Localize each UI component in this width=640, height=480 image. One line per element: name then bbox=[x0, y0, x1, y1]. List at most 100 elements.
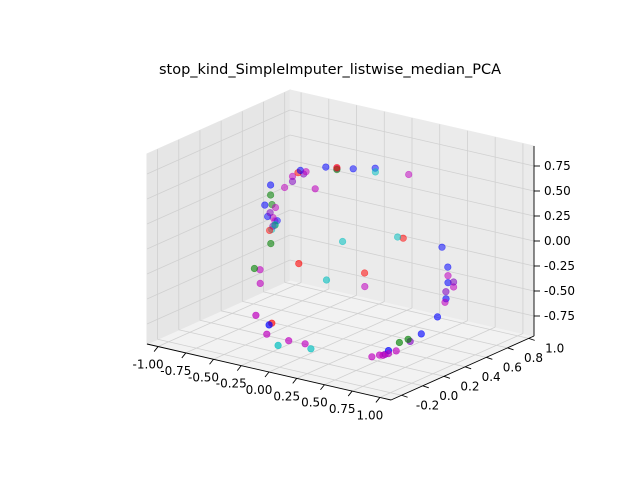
data-point-series-1 bbox=[441, 298, 449, 306]
grid-line-y-floor bbox=[263, 291, 508, 349]
chart-title: stop_kind_SimpleImputer_listwise_median_… bbox=[158, 62, 502, 78]
y-tick-label: -0.2 bbox=[416, 398, 439, 412]
data-point-series-5 bbox=[271, 221, 279, 229]
data-point-series-1 bbox=[311, 185, 319, 193]
y-tick-label: 0.2 bbox=[460, 379, 479, 393]
data-point-series-1 bbox=[368, 353, 376, 361]
data-point-series-1 bbox=[281, 183, 289, 192]
grid-line-x-floor bbox=[268, 307, 413, 373]
grid-line-x-floor bbox=[157, 282, 302, 347]
grid-line-y-floor bbox=[157, 338, 402, 396]
x-tick bbox=[347, 390, 353, 397]
grid-line-z-back bbox=[289, 184, 535, 242]
grid-line-x-floor bbox=[213, 294, 357, 360]
x-tick bbox=[153, 346, 159, 352]
data-point-series-5 bbox=[339, 237, 347, 246]
data-point-series-4 bbox=[295, 260, 303, 268]
data-point-series-0 bbox=[322, 163, 330, 171]
data-point-series-2 bbox=[266, 209, 274, 217]
y-tick-label: 0.8 bbox=[524, 351, 543, 365]
x-tick-label: -1.00 bbox=[133, 358, 164, 372]
data-point-series-0 bbox=[273, 217, 281, 225]
x-tick-label: -0.75 bbox=[160, 364, 191, 378]
z-tick-label: 0.50 bbox=[544, 184, 571, 198]
x-tick bbox=[236, 365, 242, 371]
z-tick-label: 0.25 bbox=[544, 209, 571, 223]
data-point-series-5 bbox=[274, 341, 282, 350]
grid-line-x-floor bbox=[352, 326, 496, 392]
grid-line-x-floor bbox=[296, 313, 440, 379]
data-point-series-4 bbox=[266, 226, 274, 234]
y-tick bbox=[422, 385, 429, 389]
x-tick-label: 0.50 bbox=[301, 396, 328, 410]
data-point-series-0 bbox=[417, 330, 425, 338]
data-point-series-1 bbox=[361, 283, 369, 291]
y-tick bbox=[528, 337, 535, 341]
data-point-series-1 bbox=[256, 279, 264, 288]
data-point-series-4 bbox=[333, 164, 341, 172]
grid-line-y-floor bbox=[178, 329, 423, 387]
axes-grid bbox=[146, 92, 535, 398]
grid-line-x-floor bbox=[379, 333, 524, 398]
grid-line-z-left bbox=[146, 134, 291, 200]
x-tick-label: -0.25 bbox=[216, 377, 247, 391]
data-point-series-0 bbox=[267, 181, 275, 189]
data-points bbox=[250, 163, 458, 361]
data-point-series-0 bbox=[265, 321, 273, 329]
data-point-series-1 bbox=[302, 168, 310, 176]
axis-ticks: -1.00-0.75-0.50-0.250.00 0.25 0.50 0.75 1.00… bbox=[133, 159, 576, 422]
data-point-series-1 bbox=[271, 203, 280, 212]
y-tick-label: 1.0 bbox=[545, 341, 564, 355]
z-tick-label: -0.75 bbox=[544, 309, 575, 323]
data-point-series-1 bbox=[384, 350, 393, 358]
x-tick-label: -0.50 bbox=[188, 370, 219, 384]
data-point-series-3 bbox=[250, 264, 258, 273]
x-tick bbox=[292, 378, 298, 384]
grid-line-z-back bbox=[289, 234, 535, 292]
data-point-series-2 bbox=[269, 222, 277, 230]
x-tick-label: 0.25 bbox=[273, 389, 300, 403]
data-point-series-3 bbox=[267, 240, 275, 248]
y-tick-label: 0.4 bbox=[482, 370, 501, 384]
x-tick bbox=[264, 371, 270, 378]
z-tick-label: -0.50 bbox=[544, 284, 575, 298]
data-point-series-2 bbox=[450, 278, 458, 286]
data-point-series-2 bbox=[288, 177, 297, 185]
grid-line-x-floor bbox=[185, 288, 329, 354]
data-point-series-1 bbox=[405, 170, 413, 179]
grid-line-z-left bbox=[146, 209, 291, 275]
data-point-series-2 bbox=[442, 288, 450, 296]
data-point-series-3 bbox=[404, 335, 412, 343]
grid-line-z-left bbox=[146, 259, 291, 325]
y-tick bbox=[465, 366, 472, 370]
data-point-series-5 bbox=[307, 345, 315, 353]
grid-line-z-left bbox=[146, 234, 291, 300]
y-tick bbox=[401, 394, 408, 398]
y-tick-label: 0.6 bbox=[503, 360, 522, 374]
grid-line-y-floor bbox=[284, 281, 529, 339]
data-point-series-1 bbox=[392, 347, 400, 355]
data-point-series-5 bbox=[322, 276, 331, 284]
z-tick-label: 0.00 bbox=[544, 234, 571, 248]
data-point-series-3 bbox=[271, 221, 279, 229]
grid-line-y-floor bbox=[242, 300, 487, 358]
y-tick bbox=[443, 375, 451, 379]
x-tick bbox=[181, 352, 187, 359]
grid-line-z-left bbox=[146, 159, 291, 225]
y-tick-label: 0.0 bbox=[439, 389, 458, 403]
y-axis-line bbox=[390, 335, 535, 401]
data-point-series-3 bbox=[395, 338, 404, 347]
x-tick-label: 0.75 bbox=[329, 402, 356, 416]
x-tick-label: 0.00 bbox=[246, 383, 273, 397]
axes-panes bbox=[145, 89, 536, 401]
x-tick bbox=[375, 397, 381, 403]
grid-line-z-left bbox=[146, 184, 291, 250]
x-tick bbox=[209, 358, 214, 365]
data-point-series-3 bbox=[267, 191, 275, 199]
grid-line-z-back bbox=[289, 209, 535, 267]
data-point-series-5 bbox=[394, 233, 402, 241]
y-tick bbox=[507, 347, 514, 351]
x-tick-label: 1.00 bbox=[357, 408, 384, 422]
data-point-series-5 bbox=[371, 168, 380, 176]
data-point-series-1 bbox=[263, 330, 271, 338]
